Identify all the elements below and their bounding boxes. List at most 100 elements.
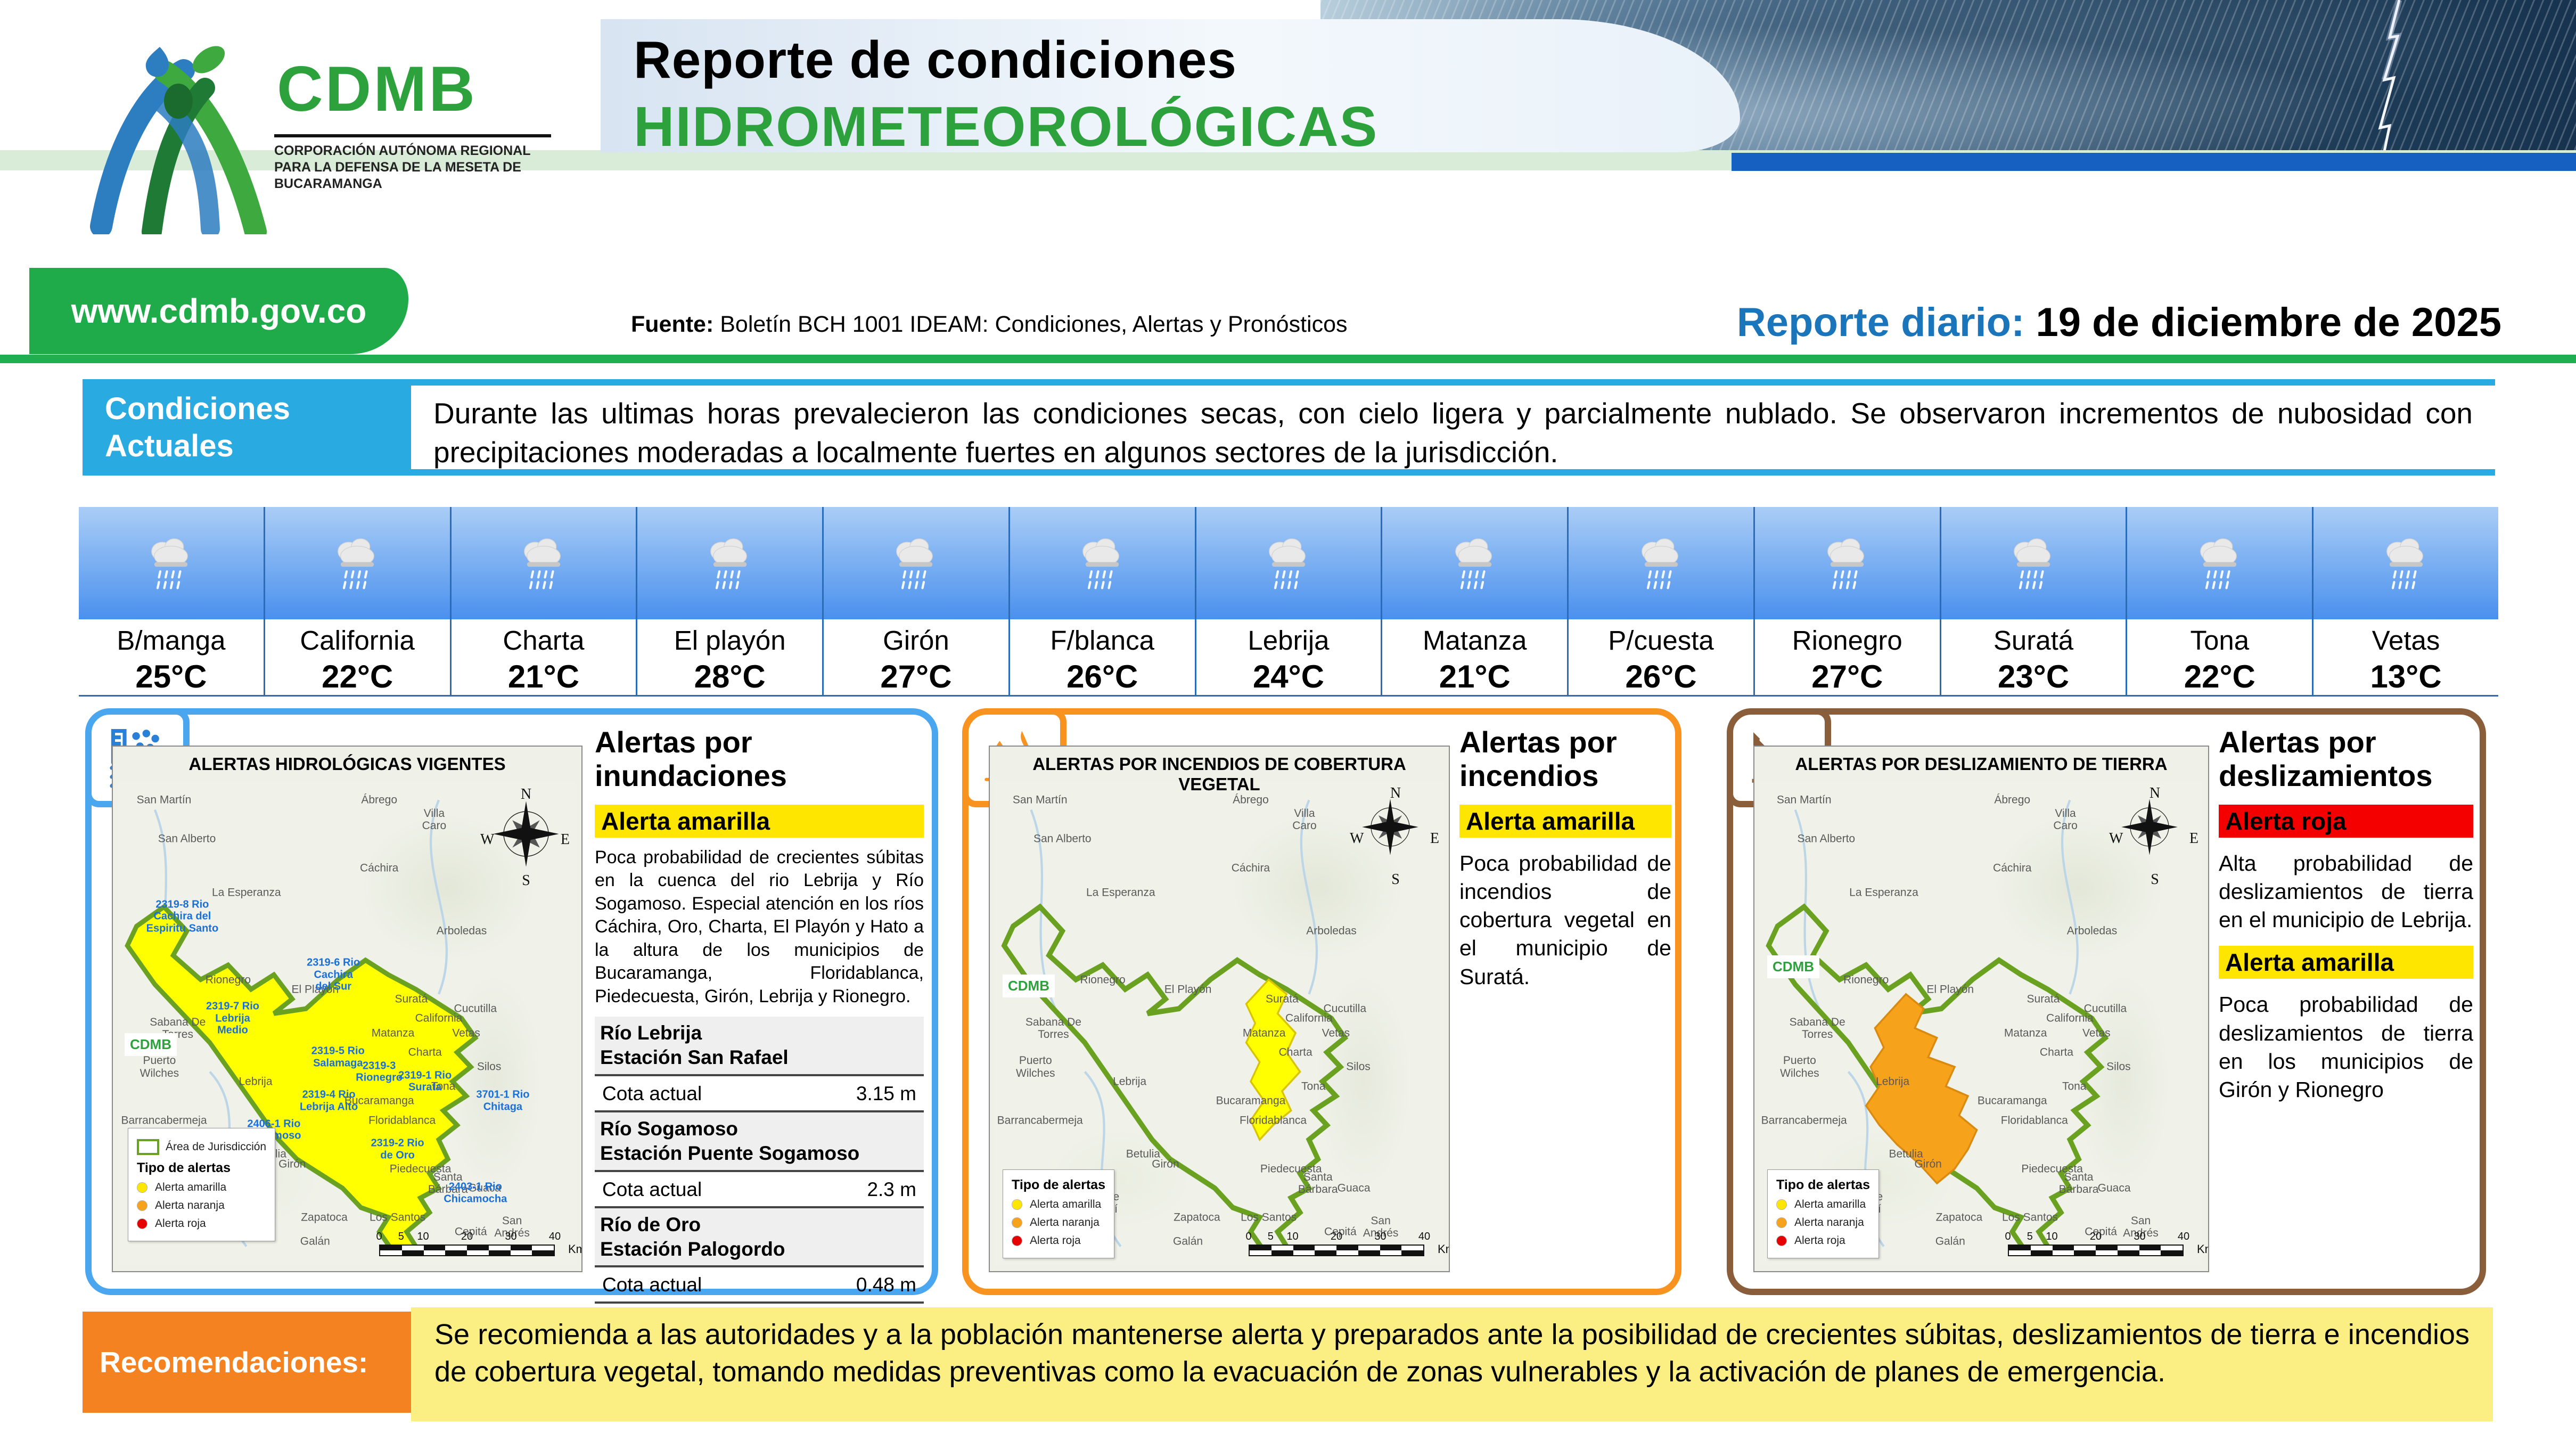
compass-rose: N E S W: [1350, 785, 1439, 888]
cdmb-acronym: CDMB: [277, 53, 477, 125]
town-label: Cáchira: [360, 862, 399, 874]
floods-map: ALERTAS HIDROLÓGICAS VIGENTES San Martín…: [112, 746, 583, 1272]
scale-tick: 10: [417, 1231, 429, 1242]
town-label: Arboledas: [2066, 924, 2118, 937]
legend-row: Alerta naranja: [1776, 1216, 1870, 1229]
town-label: Villa Caro: [422, 807, 447, 832]
town-label: El Playón: [1164, 983, 1212, 996]
lightning-icon: [2378, 0, 2402, 151]
town-label: Piedecuesta: [2021, 1163, 2083, 1175]
town-label: Bucaramanga: [1977, 1094, 2047, 1107]
legend-dot: [1012, 1217, 1022, 1228]
compass-s: S: [2151, 871, 2159, 888]
weather-icon-area: [2127, 507, 2312, 619]
station-name: Estación San Rafael: [600, 1046, 789, 1069]
compass-rose: N E S W: [480, 786, 570, 889]
town-label: Cepitá: [1324, 1225, 1357, 1238]
report-date-line: Reporte diario: 19 de diciembre de 2025: [1737, 299, 2501, 346]
legend-title: Tipo de alertas: [137, 1160, 231, 1175]
alert-level-bar: Alerta roja: [2219, 804, 2473, 838]
city-temperature: 24°C: [1252, 659, 1324, 694]
fires-heading: Alertas por incendios: [1459, 725, 1617, 793]
source-text: Boletín BCH 1001 IDEAM: Condiciones, Ale…: [713, 312, 1348, 337]
town-label: Lebrija: [1876, 1075, 1910, 1088]
town-label: Vetas: [2082, 1027, 2111, 1039]
city-temperature: 22°C: [322, 659, 393, 694]
weather-icon-area: [79, 507, 264, 619]
station-value-row: Cota actual 2.3 m: [595, 1172, 924, 1208]
town-label: Los Santos: [370, 1211, 426, 1224]
station-value-row: Cota actual 0.48 m: [595, 1267, 924, 1304]
town-label: Silos: [1346, 1060, 1371, 1073]
floods-map-legend: Área de Jurisdicción Tipo de alertas Ale…: [128, 1128, 276, 1241]
scale-tick: 20: [461, 1231, 473, 1242]
city-name: Matanza: [1422, 625, 1527, 656]
town-label: Zapatoca: [301, 1211, 348, 1224]
source-line: Fuente: Boletín BCH 1001 IDEAM: Condicio…: [631, 312, 1348, 338]
scale-tick: 20: [2089, 1231, 2102, 1242]
landslides-heading: Alertas por deslizamientos: [2219, 725, 2433, 793]
town-label: Los Santos: [2001, 1211, 2058, 1224]
legend-dot: [1012, 1199, 1022, 1210]
town-label: San Andrés: [1363, 1215, 1399, 1240]
logo-rule: [274, 134, 551, 137]
city-name: El playón: [674, 625, 786, 656]
weather-icon-area: [1196, 507, 1381, 619]
city-name: California: [300, 625, 415, 656]
scale-unit: Km: [1438, 1242, 1449, 1256]
town-label: California: [415, 1012, 463, 1025]
town-label: Cucutilla: [454, 1002, 497, 1015]
river-name: Río de Oro: [600, 1213, 701, 1235]
floods-heading: Alertas por inundaciones: [595, 725, 787, 793]
metric-value: 0.48 m: [856, 1274, 916, 1296]
river-label: 2319-7 Rio Lebrija Medio: [206, 1000, 260, 1036]
town-label: California: [1285, 1012, 1333, 1025]
weather-cell: Lebrija 24°C: [1196, 507, 1383, 695]
blue-band: [1732, 153, 2576, 171]
legend-row: Alerta naranja: [1012, 1216, 1105, 1229]
website-badge: www.cdmb.gov.co: [29, 268, 408, 354]
rain-cloud-icon: [1082, 538, 1120, 589]
fires-panel: ALERTAS POR INCENDIOS DE COBERTURA VEGET…: [962, 708, 1681, 1295]
town-label: Guaca: [468, 1182, 501, 1194]
town-label: Floridablanca: [2000, 1114, 2068, 1127]
rain-cloud-icon: [1827, 538, 1865, 589]
compass-w: W: [1350, 830, 1364, 847]
scale-tick: 0: [1245, 1231, 1252, 1242]
town-label: Sabana De Torres: [1025, 1016, 1081, 1041]
legend-item-label: Alerta amarilla: [1030, 1198, 1102, 1210]
green-rule: [0, 355, 2576, 363]
rain-cloud-icon: [1641, 538, 1678, 589]
town-label: San Martín: [1776, 793, 1832, 806]
legend-row: Alerta amarilla: [137, 1181, 266, 1194]
legend-row: Alerta amarilla: [1012, 1198, 1105, 1211]
town-label: Barrancabermeja: [121, 1114, 207, 1127]
town-label: Cepitá: [454, 1225, 487, 1238]
landslides-map-title: ALERTAS POR DESLIZAMIENTO DE TIERRA: [1795, 754, 2168, 774]
scale-unit: Km: [568, 1242, 581, 1256]
town-label: Betulia: [1889, 1148, 1923, 1160]
scale-checker: [1249, 1245, 1424, 1256]
scale-tick: 30: [2134, 1231, 2146, 1242]
weather-icon-area: [1754, 507, 1940, 619]
legend-item-label: Alerta roja: [1794, 1234, 1845, 1247]
jurisdiction-swatch: [137, 1139, 159, 1155]
city-name: Tona: [2190, 625, 2250, 656]
weather-cell: Vetas 13°C: [2314, 507, 2498, 695]
city-temperature: 27°C: [1811, 659, 1883, 694]
town-label: Betulia: [1126, 1148, 1160, 1160]
compass-n: N: [1390, 785, 1401, 801]
town-label: El Playón: [291, 983, 339, 996]
rain-cloud-icon: [1269, 538, 1306, 589]
weather-cell: El playón 28°C: [637, 507, 824, 695]
rain-cloud-icon: [1455, 538, 1492, 589]
stations-table: Río Lebrija Estación San Rafael Cota act…: [595, 1017, 924, 1304]
town-label: Silos: [477, 1060, 502, 1073]
town-label: Charta: [2039, 1046, 2073, 1059]
fires-map-legend: Tipo de alertas Alerta amarilla Alerta n…: [1003, 1169, 1114, 1258]
legend-item-label: Alerta amarilla: [155, 1181, 227, 1193]
station-header-row: Río Lebrija Estación San Rafael: [595, 1017, 924, 1076]
town-label: Zapatoca: [1174, 1211, 1220, 1224]
weather-icon-area: [1010, 507, 1195, 619]
scale-tick: 0: [376, 1231, 382, 1242]
